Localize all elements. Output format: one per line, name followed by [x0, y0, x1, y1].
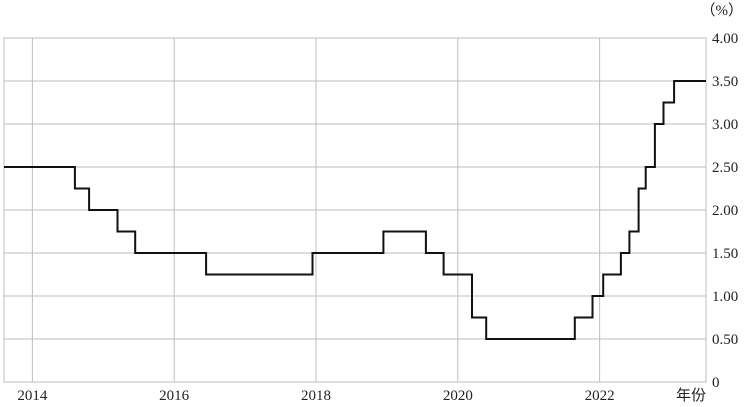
- grid-layer: [3, 37, 707, 383]
- y-tick-label-4: 2.00: [712, 203, 738, 219]
- x-tick-label-2: 2018: [301, 388, 331, 404]
- series-layer: [4, 80, 706, 340]
- y-tick-label-8: 4.00: [712, 31, 738, 47]
- y-tick-label-1: 0.50: [712, 332, 738, 348]
- x-axis-label: 年份: [676, 387, 706, 404]
- series-line-0: [4, 80, 706, 340]
- x-tick-label-3: 2020: [443, 388, 473, 404]
- x-tick-labels: 2014 2016 2018 2020 2022: [17, 388, 614, 404]
- y-tick-labels: 0 0.50 1.00 1.50 2.00 2.50 3.00 3.50 4.00: [712, 31, 738, 391]
- y-tick-label-6: 3.00: [712, 117, 738, 133]
- x-tick-label-0: 2014: [17, 388, 48, 404]
- y-tick-label-2: 1.00: [712, 289, 738, 305]
- y-tick-label-3: 1.50: [712, 246, 738, 262]
- y-tick-label-0: 0: [712, 375, 720, 391]
- y-tick-label-7: 3.50: [712, 74, 738, 90]
- x-tick-label-4: 2022: [585, 388, 615, 404]
- y-tick-label-5: 2.50: [712, 160, 738, 176]
- unit-label: （%）: [701, 2, 744, 19]
- x-tick-label-1: 2016: [159, 388, 190, 404]
